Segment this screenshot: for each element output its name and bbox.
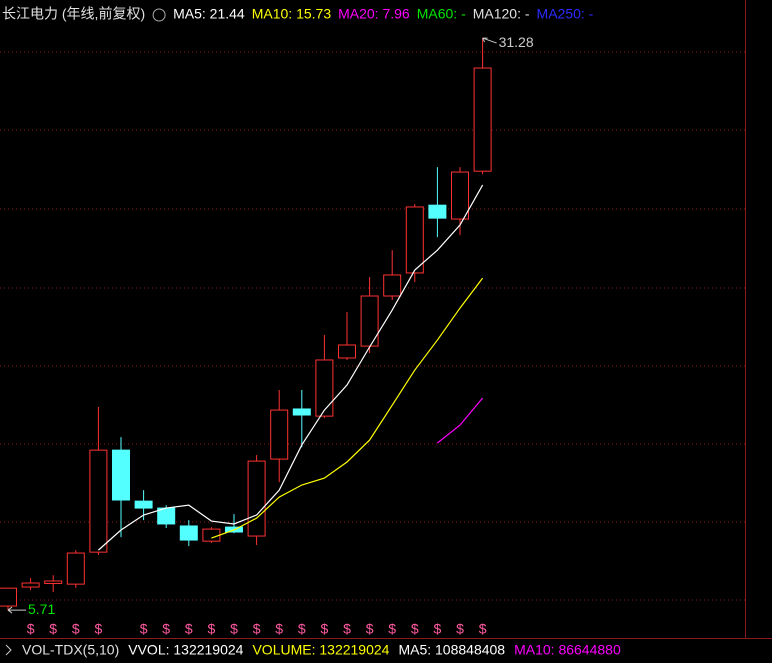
candle-body xyxy=(89,449,108,553)
event-marker: $ xyxy=(162,621,170,637)
event-marker: $ xyxy=(208,621,216,637)
legend-item: MA20: 7.96 xyxy=(338,6,410,22)
candle-body xyxy=(112,449,130,501)
candle-body xyxy=(360,295,379,347)
candle-body xyxy=(451,171,469,220)
low-arrow xyxy=(7,606,26,614)
event-marker: $ xyxy=(411,621,419,637)
volume-legend: VVOL: 132219024 xyxy=(128,642,243,658)
event-marker: $ xyxy=(185,621,193,637)
event-marker: $ xyxy=(321,621,329,637)
candle-body xyxy=(292,408,311,416)
event-marker: $ xyxy=(95,621,103,637)
candle-body xyxy=(44,580,63,584)
event-marker: $ xyxy=(49,621,57,637)
ma-line xyxy=(98,184,484,551)
event-marker: $ xyxy=(72,621,80,637)
legend-item: MA250: - xyxy=(537,6,594,22)
candle-body xyxy=(247,460,266,537)
candle-body xyxy=(338,344,356,359)
candle-body xyxy=(405,206,424,274)
event-marker: $ xyxy=(140,621,148,637)
candle-body xyxy=(0,587,17,607)
event-marker: $ xyxy=(343,621,351,637)
legend-item: MA5: 21.44 xyxy=(173,6,245,22)
candle-body xyxy=(21,582,40,588)
event-marker: $ xyxy=(366,621,374,637)
high-label: 31.28 xyxy=(499,34,534,50)
legend-item: MA10: 15.73 xyxy=(252,6,332,22)
candle-body xyxy=(428,204,447,219)
candle-body xyxy=(134,500,153,509)
candle-body xyxy=(202,528,221,542)
event-marker: $ xyxy=(298,621,306,637)
event-marker: $ xyxy=(27,621,35,637)
volume-legend: VOLUME: 132219024 xyxy=(252,642,389,658)
event-marker: $ xyxy=(275,621,283,637)
ma-line xyxy=(437,397,484,444)
event-marker: $ xyxy=(253,621,261,637)
grid xyxy=(0,51,745,601)
legend-item: MA120: - xyxy=(473,6,530,22)
settings-icon[interactable] xyxy=(152,8,166,22)
candle-body xyxy=(315,359,334,417)
legend-item: MA60: - xyxy=(417,6,466,22)
high-arrow xyxy=(482,37,497,44)
candle-body xyxy=(270,409,289,460)
volume-legend: MA10: 86644880 xyxy=(514,642,621,658)
chart-title: 长江电力 (年线,前复权) xyxy=(2,6,145,22)
event-marker: $ xyxy=(479,621,487,637)
ma-line xyxy=(211,277,484,539)
event-marker: $ xyxy=(230,621,238,637)
candle-body xyxy=(383,274,402,297)
candle-body xyxy=(473,67,492,172)
event-marker: $ xyxy=(434,621,442,637)
volume-legend: MA5: 108848408 xyxy=(398,642,505,658)
candle-body xyxy=(66,552,85,585)
event-marker: $ xyxy=(388,621,396,637)
candle-body xyxy=(179,525,198,541)
panel-arrow[interactable] xyxy=(5,644,12,656)
event-marker: $ xyxy=(456,621,464,637)
volume-legend: VOL-TDX(5,10) xyxy=(22,642,119,658)
low-label: 5.71 xyxy=(28,601,55,617)
